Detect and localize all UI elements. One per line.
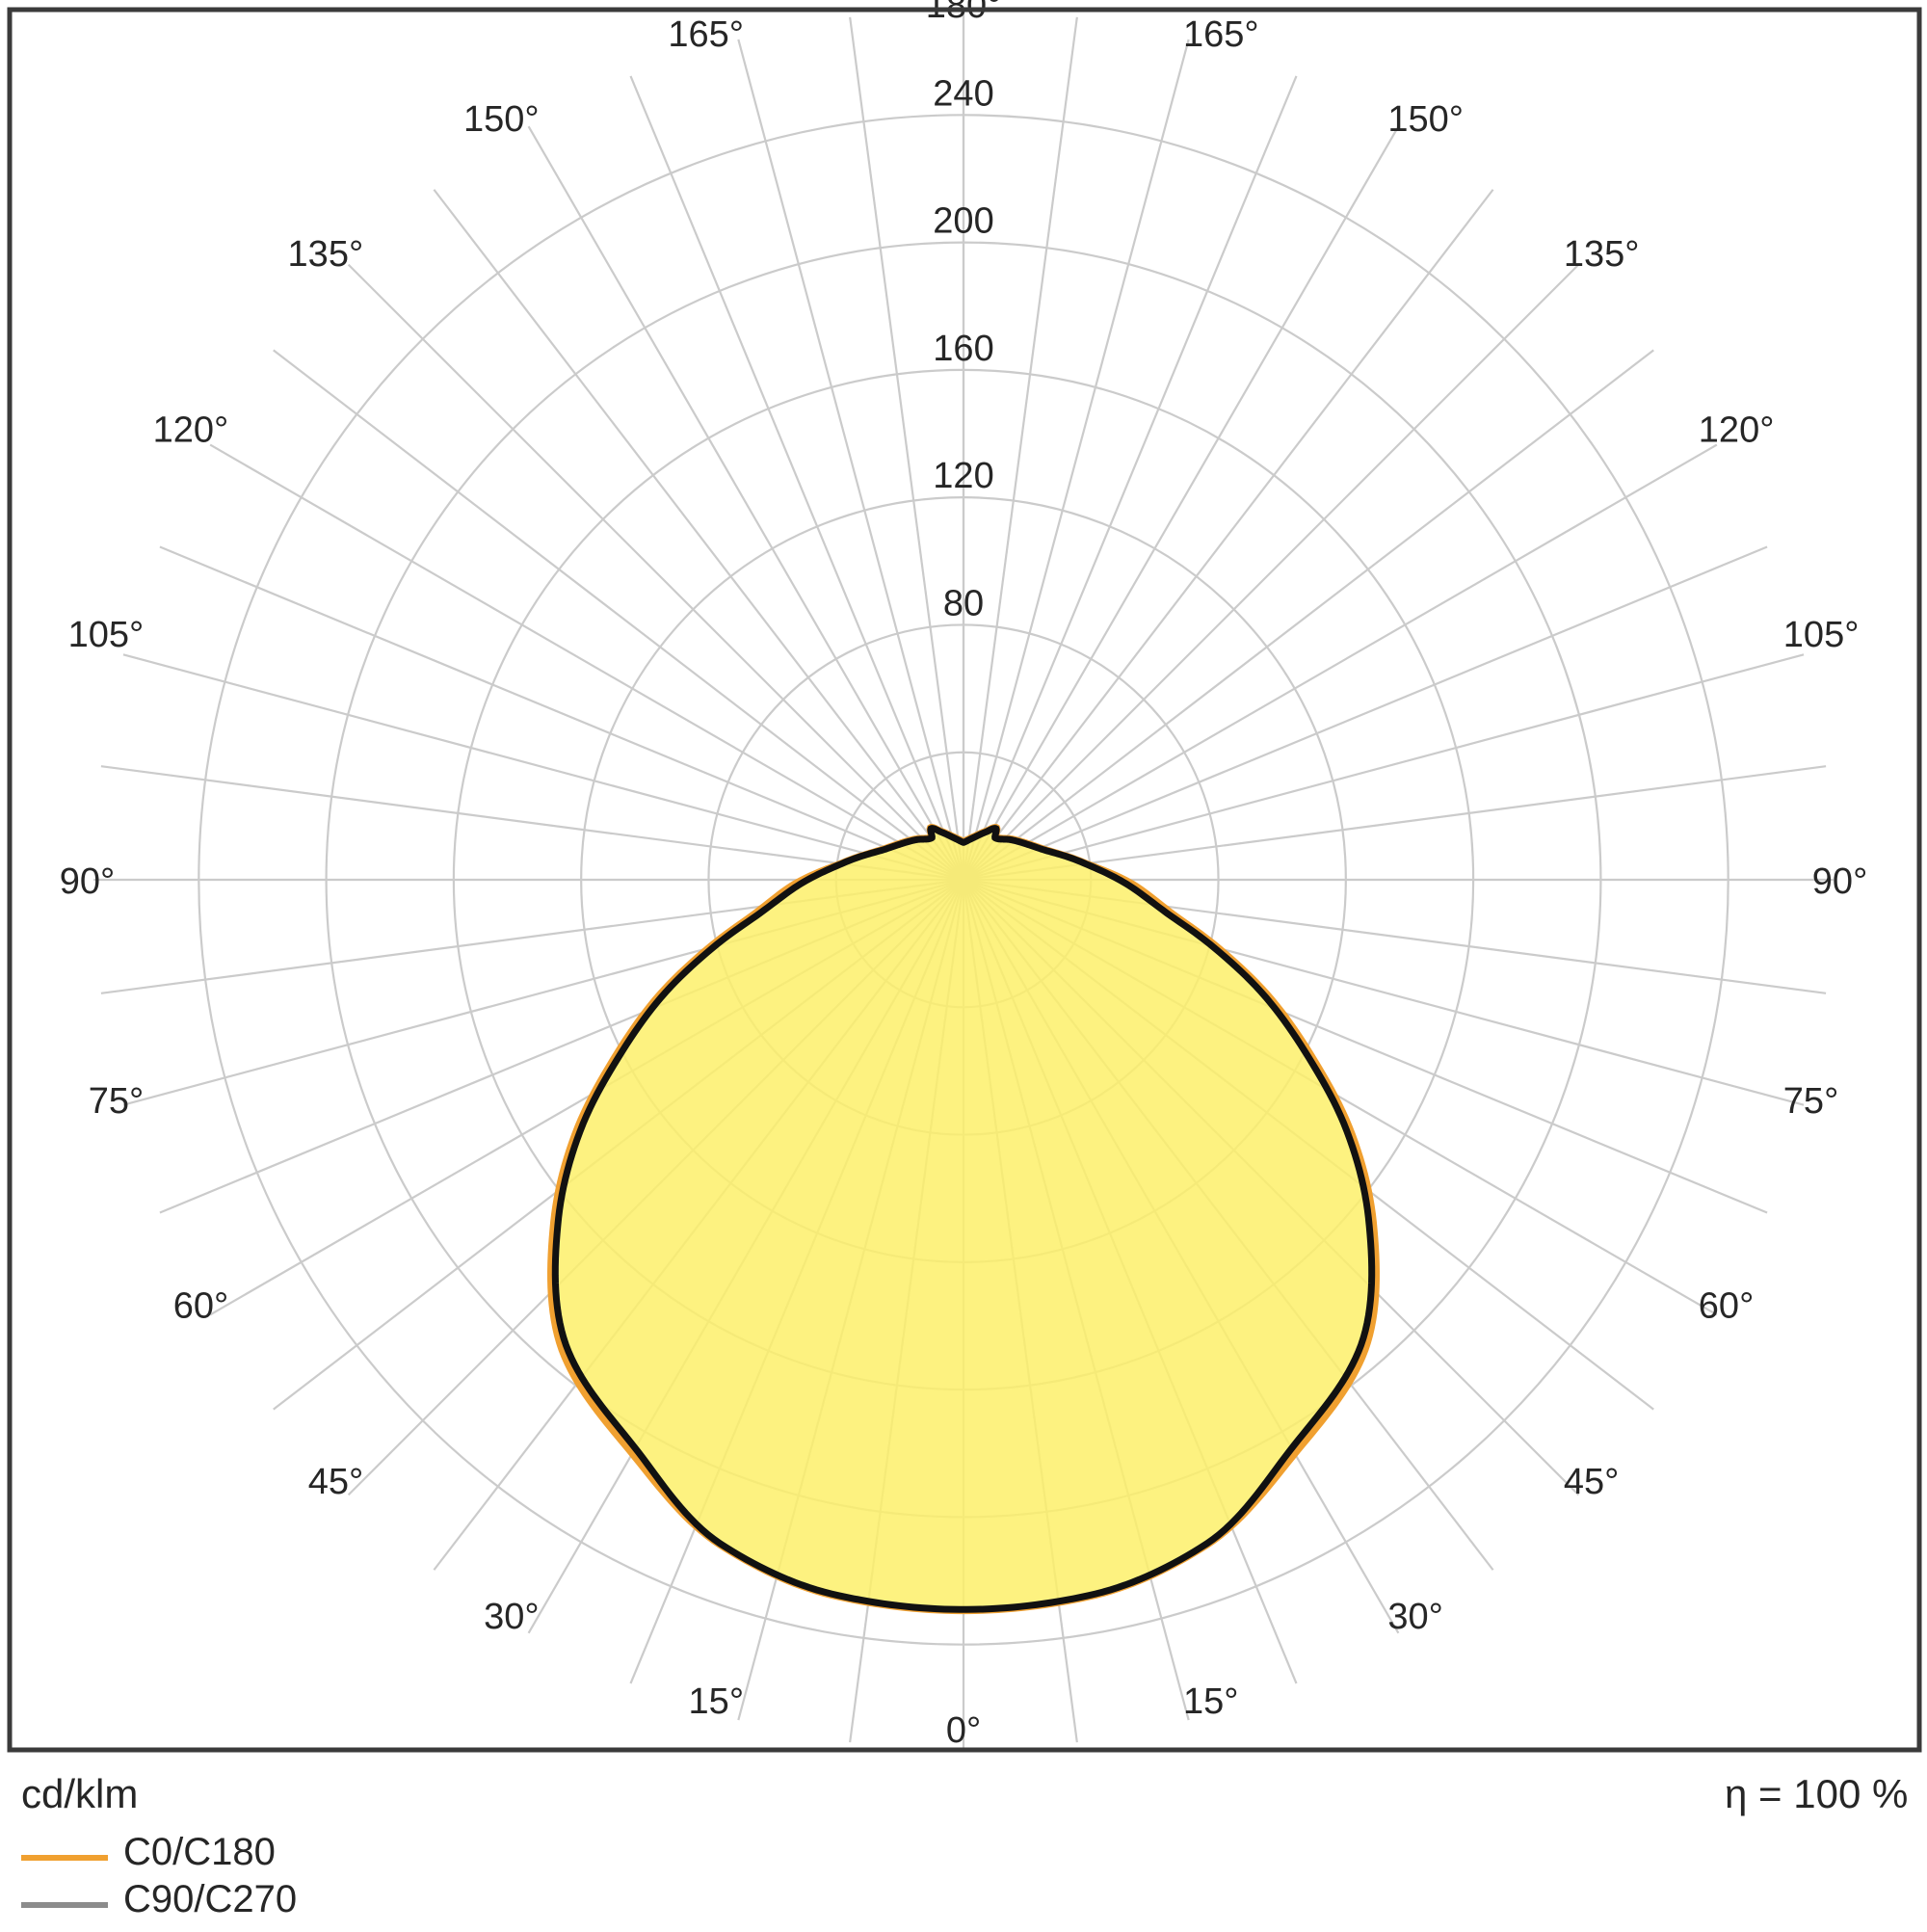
svg-text:45°: 45° [1564,1462,1619,1502]
svg-text:15°: 15° [689,1681,744,1722]
svg-text:160: 160 [933,329,993,369]
svg-text:105°: 105° [68,615,145,655]
svg-text:45°: 45° [308,1462,363,1502]
svg-text:75°: 75° [89,1081,144,1122]
svg-text:75°: 75° [1783,1081,1838,1122]
svg-text:165°: 165° [1183,14,1259,55]
svg-text:135°: 135° [1564,234,1640,275]
svg-text:90°: 90° [60,861,115,902]
svg-text:80: 80 [943,583,984,623]
svg-text:135°: 135° [288,234,364,275]
svg-text:105°: 105° [1783,615,1860,655]
svg-text:240: 240 [933,73,993,114]
svg-text:60°: 60° [1699,1285,1754,1326]
svg-text:150°: 150° [463,99,540,140]
svg-text:60°: 60° [173,1285,228,1326]
svg-text:120: 120 [933,456,993,496]
svg-text:150°: 150° [1387,99,1464,140]
svg-text:90°: 90° [1812,861,1867,902]
svg-text:165°: 165° [668,14,744,55]
svg-text:30°: 30° [1387,1597,1442,1637]
svg-text:180°: 180° [926,0,1002,26]
svg-text:30°: 30° [484,1597,539,1637]
svg-text:120°: 120° [1699,410,1775,451]
svg-text:120°: 120° [153,410,229,451]
svg-text:200: 200 [933,201,993,242]
svg-text:15°: 15° [1183,1681,1238,1722]
svg-text:0°: 0° [946,1710,981,1751]
